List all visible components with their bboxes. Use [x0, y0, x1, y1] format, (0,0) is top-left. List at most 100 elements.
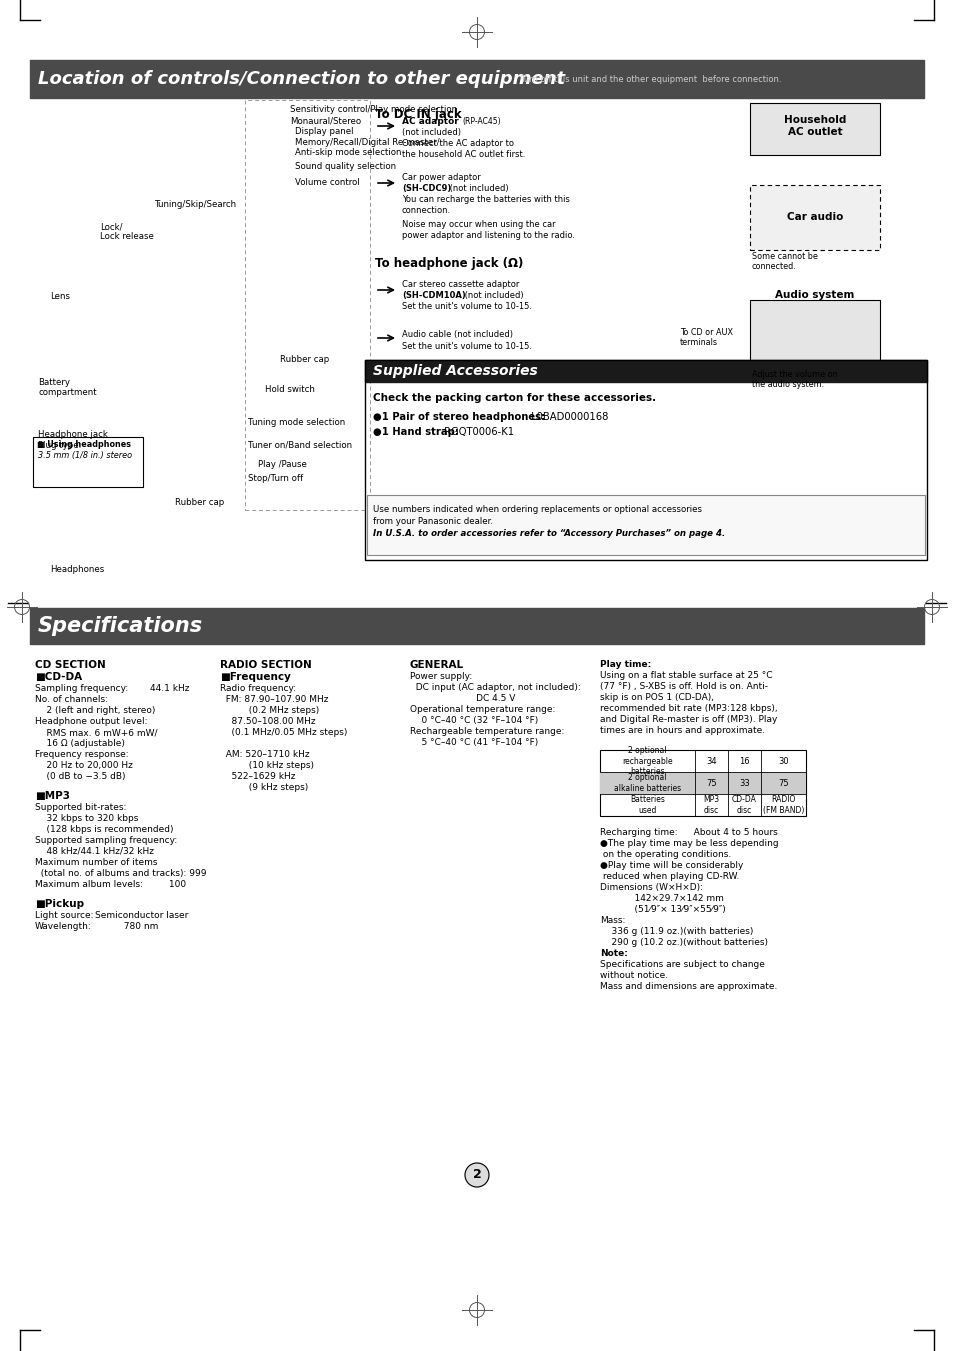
Text: 75: 75: [705, 778, 716, 788]
Text: Check the packing carton for these accessories.: Check the packing carton for these acces…: [373, 393, 656, 403]
Text: Display panel: Display panel: [294, 127, 354, 136]
Text: (0 dB to −3.5 dB): (0 dB to −3.5 dB): [35, 771, 126, 781]
Text: Specifications: Specifications: [38, 616, 203, 636]
Text: Lens: Lens: [50, 292, 70, 301]
Text: Semiconductor laser: Semiconductor laser: [95, 911, 188, 920]
Text: Recharging time:: Recharging time:: [599, 828, 677, 838]
Text: from your Panasonic dealer.: from your Panasonic dealer.: [373, 517, 493, 526]
Text: Volume control: Volume control: [294, 178, 359, 186]
Text: 0 °C–40 °C (32 °F–104 °F): 0 °C–40 °C (32 °F–104 °F): [410, 716, 537, 725]
Text: and Digital Re-master is off (MP3). Play: and Digital Re-master is off (MP3). Play: [599, 715, 777, 724]
Text: Plug type:: Plug type:: [38, 440, 81, 450]
Text: 2: 2: [472, 1169, 481, 1182]
Text: RADIO SECTION: RADIO SECTION: [220, 661, 312, 670]
Text: (total no. of albums and tracks): 999: (total no. of albums and tracks): 999: [35, 869, 206, 878]
Text: RADIO
(FM BAND): RADIO (FM BAND): [762, 796, 803, 815]
Text: Supported bit-rates:: Supported bit-rates:: [35, 802, 126, 812]
Text: Headphone jack: Headphone jack: [38, 430, 108, 439]
Text: 75: 75: [778, 778, 788, 788]
Text: CD-DA
disc: CD-DA disc: [731, 796, 756, 815]
Text: ■ Using headphones: ■ Using headphones: [37, 440, 131, 449]
Text: Location of controls/Connection to other equipment: Location of controls/Connection to other…: [38, 70, 564, 88]
Text: 2 optional
rechargeable
batteries: 2 optional rechargeable batteries: [621, 746, 672, 775]
Text: times are in hours and approximate.: times are in hours and approximate.: [599, 725, 764, 735]
Text: (0.2 MHz steps): (0.2 MHz steps): [220, 707, 319, 715]
Text: Mass and dimensions are approximate.: Mass and dimensions are approximate.: [599, 982, 777, 992]
Text: recommended bit rate (MP3:128 kbps),: recommended bit rate (MP3:128 kbps),: [599, 704, 777, 713]
Text: Supported sampling frequency:: Supported sampling frequency:: [35, 836, 177, 844]
Text: Rubber cap: Rubber cap: [174, 499, 224, 507]
Bar: [749, 103, 879, 155]
Text: Wavelength:: Wavelength:: [35, 921, 91, 931]
Bar: [599, 750, 805, 816]
Text: ■Pickup: ■Pickup: [35, 898, 84, 909]
Text: Household
AC outlet: Household AC outlet: [783, 115, 845, 136]
Text: Turn off this unit and the other equipment  before connection.: Turn off this unit and the other equipme…: [519, 74, 781, 84]
Text: Noise may occur when using the car: Noise may occur when using the car: [401, 220, 555, 230]
Text: Use numbers indicated when ordering replacements or optional accessories: Use numbers indicated when ordering repl…: [373, 505, 701, 513]
Text: DC 4.5 V: DC 4.5 V: [410, 694, 515, 703]
Text: Using on a flat stable surface at 25 °C: Using on a flat stable surface at 25 °C: [599, 671, 772, 680]
Text: MP3
disc: MP3 disc: [702, 796, 719, 815]
Text: Mass:: Mass:: [599, 916, 625, 925]
Text: Set the unit's volume to 10-15.: Set the unit's volume to 10-15.: [401, 342, 532, 351]
Text: Radio frequency:: Radio frequency:: [220, 684, 295, 693]
Text: 5 °C–40 °C (41 °F–104 °F): 5 °C–40 °C (41 °F–104 °F): [410, 738, 537, 747]
Text: ■CD-DA: ■CD-DA: [35, 671, 82, 682]
Text: (SH-CDC9): (SH-CDC9): [401, 184, 451, 193]
Text: Lock release: Lock release: [100, 232, 153, 240]
Text: Hold switch: Hold switch: [265, 385, 314, 394]
Text: 87.50–108.00 MHz: 87.50–108.00 MHz: [220, 717, 315, 725]
Text: 34: 34: [705, 757, 716, 766]
Text: To DC IN jack: To DC IN jack: [375, 108, 461, 122]
Text: Stop/Turn off: Stop/Turn off: [248, 474, 303, 484]
Text: connection.: connection.: [401, 205, 451, 215]
Text: 290 g (10.2 oz.)(without batteries): 290 g (10.2 oz.)(without batteries): [599, 938, 767, 947]
Text: Dimensions (W×H×D):: Dimensions (W×H×D):: [599, 884, 702, 892]
Bar: [365, 359, 926, 561]
Text: Tuning mode selection: Tuning mode selection: [248, 417, 345, 427]
Text: ■Frequency: ■Frequency: [220, 671, 291, 682]
Text: ■MP3: ■MP3: [35, 790, 70, 801]
Text: 780 nm: 780 nm: [95, 921, 158, 931]
Text: (51⁄9″× 13⁄9″×55⁄9″): (51⁄9″× 13⁄9″×55⁄9″): [599, 905, 725, 915]
Text: Headphone output level:: Headphone output level:: [35, 717, 148, 725]
Text: 522–1629 kHz: 522–1629 kHz: [220, 771, 295, 781]
Text: (SH-CDM10A): (SH-CDM10A): [401, 290, 465, 300]
Text: Tuner on/Band selection: Tuner on/Band selection: [248, 440, 352, 449]
Text: L0BAD0000168: L0BAD0000168: [527, 412, 608, 422]
Text: the household AC outlet first.: the household AC outlet first.: [401, 150, 525, 159]
Text: About 4 to 5 hours: About 4 to 5 hours: [684, 828, 777, 838]
Text: 16: 16: [739, 757, 749, 766]
Text: skip is on POS 1 (CD-DA),: skip is on POS 1 (CD-DA),: [599, 693, 713, 703]
Text: Rechargeable temperature range:: Rechargeable temperature range:: [410, 727, 564, 736]
Text: You can recharge the batteries with this: You can recharge the batteries with this: [401, 195, 569, 204]
Text: 2 (left and right, stereo): 2 (left and right, stereo): [35, 707, 155, 715]
Text: 44.1 kHz: 44.1 kHz: [150, 684, 190, 693]
Text: Car stereo cassette adaptor: Car stereo cassette adaptor: [401, 280, 518, 289]
Text: Light source:: Light source:: [35, 911, 93, 920]
Text: RMS max. 6 mW+6 mW/: RMS max. 6 mW+6 mW/: [35, 728, 157, 738]
Text: 16 Ω (adjustable): 16 Ω (adjustable): [35, 739, 125, 748]
Text: AC adaptor: AC adaptor: [401, 118, 461, 126]
Text: compartment: compartment: [38, 388, 96, 397]
Text: Frequency response:: Frequency response:: [35, 750, 129, 759]
Text: (77 °F) , S-XBS is off. Hold is on. Anti-: (77 °F) , S-XBS is off. Hold is on. Anti…: [599, 682, 767, 690]
Text: Anti-skip mode selection: Anti-skip mode selection: [294, 149, 401, 157]
Bar: [365, 359, 926, 382]
Text: Maximum number of items: Maximum number of items: [35, 858, 157, 867]
Bar: [33, 436, 143, 486]
Text: ●The play time may be less depending: ●The play time may be less depending: [599, 839, 778, 848]
Text: GENERAL: GENERAL: [410, 661, 464, 670]
Text: To CD or AUX
terminals: To CD or AUX terminals: [679, 328, 732, 347]
Text: (not included): (not included): [401, 128, 460, 136]
Text: ●Play time will be considerably: ●Play time will be considerably: [599, 861, 742, 870]
Text: Operational temperature range:: Operational temperature range:: [410, 705, 555, 713]
Text: Batteries
used: Batteries used: [629, 796, 664, 815]
Text: Headphones: Headphones: [50, 565, 104, 574]
Text: Audio system: Audio system: [775, 290, 854, 300]
Bar: [599, 771, 805, 794]
Text: reduced when playing CD-RW.: reduced when playing CD-RW.: [599, 871, 739, 881]
Text: 30: 30: [778, 757, 788, 766]
Bar: [749, 300, 879, 380]
